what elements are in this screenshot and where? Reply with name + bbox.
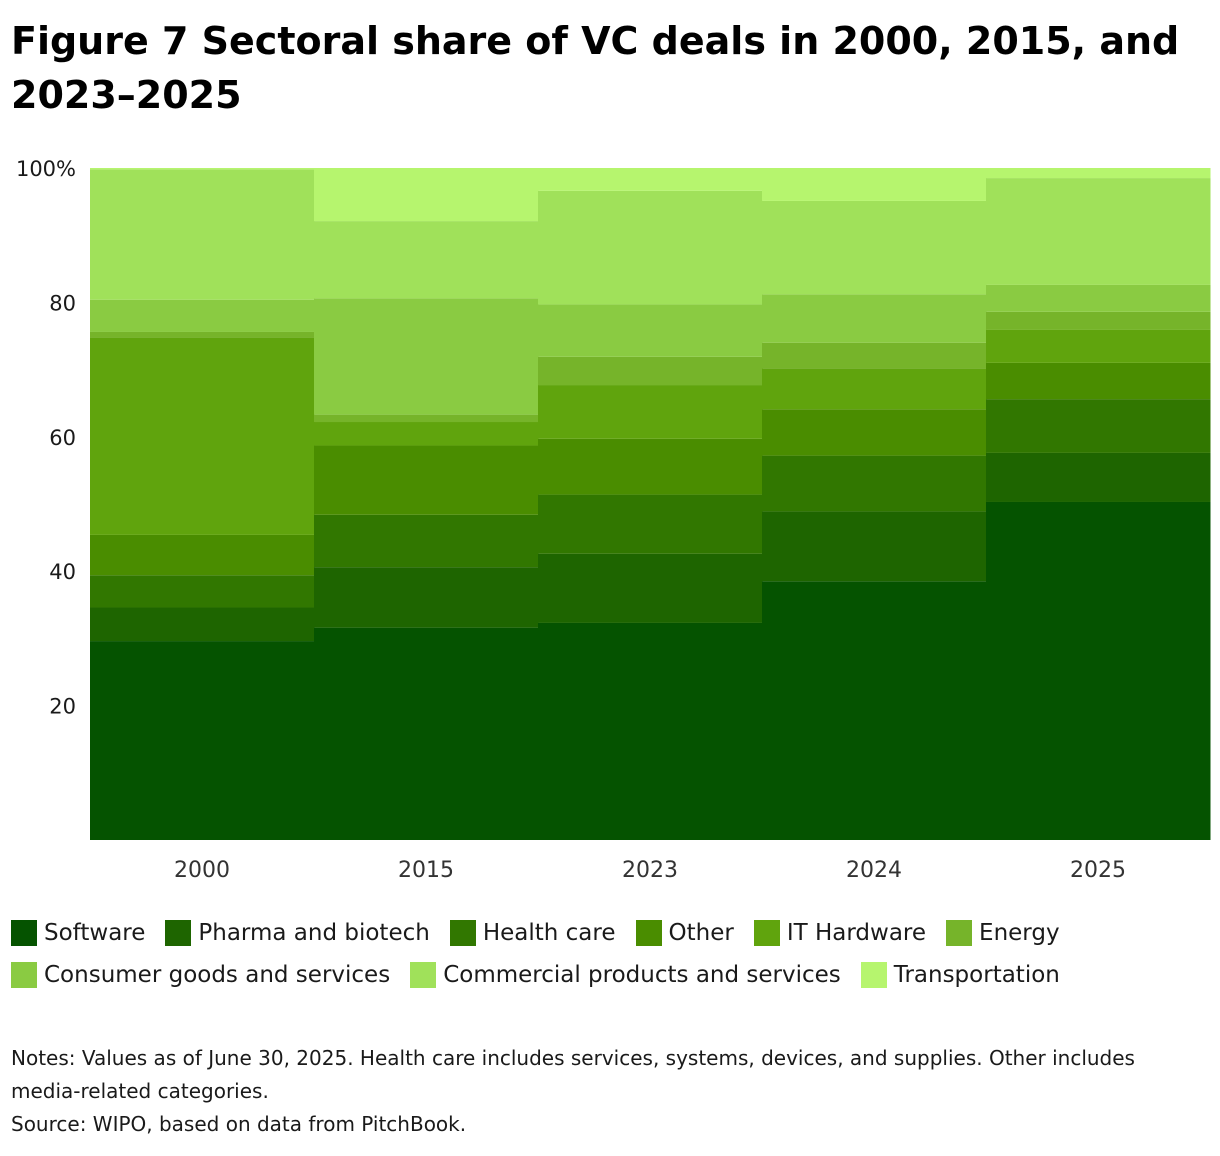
bar-health-care-2015 — [314, 514, 539, 568]
legend-swatch — [635, 920, 662, 946]
bar-energy-2015 — [314, 414, 539, 423]
legend-item-software: Software — [11, 920, 145, 946]
y-axis: 20 40 60 80 100% — [16, 157, 76, 719]
x-tick-label: 2023 — [622, 858, 678, 883]
bar-transportation-2015 — [314, 168, 539, 222]
legend: Software Pharma and biotech Health care Oth… — [11, 912, 1211, 996]
legend-item-commercial-products-and-services: Commercial products and services — [410, 962, 841, 988]
bar-health-care-2025 — [986, 399, 1211, 453]
bar-software-2023 — [538, 622, 763, 840]
y-tick-label: 60 — [49, 426, 76, 450]
bar-consumer-goods-and-services-2015 — [314, 298, 539, 415]
bar-energy-2023 — [538, 356, 763, 386]
legend-swatch — [860, 962, 887, 988]
legend-label: Commercial products and services — [443, 962, 841, 988]
legend-swatch — [11, 962, 37, 988]
notes: Notes: Values as of June 30, 2025. Healt… — [11, 1042, 1206, 1141]
bar-software-2000 — [90, 641, 315, 840]
legend-label: Pharma and biotech — [198, 920, 430, 946]
bar-commercial-products-and-services-2024 — [762, 200, 987, 295]
legend-label: Energy — [979, 920, 1060, 946]
bar-consumer-goods-and-services-2000 — [90, 299, 315, 332]
legend-row: Consumer goods and services Commercial pr… — [11, 954, 1211, 996]
bar-it-hardware-2025 — [986, 329, 1211, 363]
bar-software-2025 — [986, 501, 1211, 840]
bar-it-hardware-2000 — [90, 337, 315, 535]
bar-software-2024 — [762, 581, 987, 840]
legend-item-health-care: Health care — [449, 920, 616, 946]
bar-commercial-products-and-services-2000 — [90, 169, 315, 300]
bar-other-2024 — [762, 409, 987, 456]
bar-health-care-2023 — [538, 494, 763, 554]
y-tick-label: 20 — [49, 695, 76, 719]
legend-swatch — [165, 920, 192, 946]
legend-label: Consumer goods and services — [44, 962, 391, 988]
y-tick-label: 40 — [49, 560, 76, 584]
legend-label: Health care — [482, 920, 616, 946]
x-tick-label: 2015 — [398, 858, 454, 883]
x-tick-label: 2024 — [846, 858, 902, 883]
legend-item-consumer-goods-and-services: Consumer goods and services — [11, 962, 390, 988]
stacked-bar-chart: 20 40 60 80 100% 2000 2015 2023 2024 2025 — [16, 157, 1211, 883]
bar-health-care-2000 — [90, 575, 315, 608]
bar-pharma-and-biotech-2024 — [762, 511, 987, 582]
bars-group — [90, 168, 1211, 840]
legend-swatch — [11, 920, 37, 946]
bar-pharma-and-biotech-2025 — [986, 452, 1211, 502]
bar-pharma-and-biotech-2015 — [314, 567, 539, 628]
legend-label: Software — [44, 920, 146, 946]
bar-transportation-2024 — [762, 168, 987, 201]
bar-energy-2024 — [762, 342, 987, 369]
bar-other-2015 — [314, 445, 539, 515]
bar-other-2025 — [986, 362, 1211, 400]
bar-energy-2000 — [90, 331, 315, 338]
legend-swatch — [946, 920, 973, 946]
bar-other-2000 — [90, 534, 315, 576]
legend-item-other: Other — [635, 920, 734, 946]
source-text: Source: WIPO, based on data from PitchBo… — [11, 1112, 467, 1136]
bar-transportation-2000 — [90, 168, 315, 170]
legend-row: Software Pharma and biotech Health care Oth… — [11, 912, 1211, 954]
legend-swatch — [410, 962, 437, 988]
x-tick-label: 2025 — [1070, 858, 1126, 883]
y-tick-label: 100% — [16, 157, 76, 181]
legend-swatch — [753, 920, 780, 946]
bar-pharma-and-biotech-2023 — [538, 553, 763, 623]
x-axis: 2000 2015 2023 2024 2025 — [174, 858, 1126, 883]
bar-commercial-products-and-services-2025 — [986, 178, 1211, 285]
bar-transportation-2025 — [986, 168, 1211, 179]
y-tick-label: 80 — [49, 291, 76, 315]
bar-energy-2025 — [986, 311, 1211, 330]
bar-commercial-products-and-services-2015 — [314, 221, 539, 299]
chart-title: Figure 7 Sectoral share of VC deals in 2… — [11, 19, 1180, 117]
bar-it-hardware-2023 — [538, 385, 763, 439]
legend-swatch — [449, 920, 476, 946]
legend-item-transportation: Transportation — [860, 962, 1060, 988]
legend-label: Transportation — [893, 962, 1060, 988]
bar-software-2015 — [314, 627, 539, 840]
bar-it-hardware-2024 — [762, 368, 987, 410]
bar-consumer-goods-and-services-2023 — [538, 304, 763, 357]
bar-pharma-and-biotech-2000 — [90, 607, 315, 642]
bar-it-hardware-2015 — [314, 422, 539, 446]
bar-commercial-products-and-services-2023 — [538, 190, 763, 305]
bar-consumer-goods-and-services-2024 — [762, 294, 987, 343]
bar-other-2023 — [538, 438, 763, 495]
bar-consumer-goods-and-services-2025 — [986, 284, 1211, 312]
bar-transportation-2023 — [538, 168, 763, 191]
legend-item-it-hardware: IT Hardware — [753, 920, 927, 946]
legend-item-energy: Energy — [946, 920, 1060, 946]
legend-label: IT Hardware — [786, 920, 927, 946]
notes-text: Notes: Values as of June 30, 2025. Healt… — [11, 1046, 1135, 1103]
legend-item-pharma-and-biotech: Pharma and biotech — [165, 920, 430, 946]
legend-label: Other — [668, 920, 734, 946]
x-tick-label: 2000 — [174, 858, 230, 883]
bar-health-care-2024 — [762, 455, 987, 512]
